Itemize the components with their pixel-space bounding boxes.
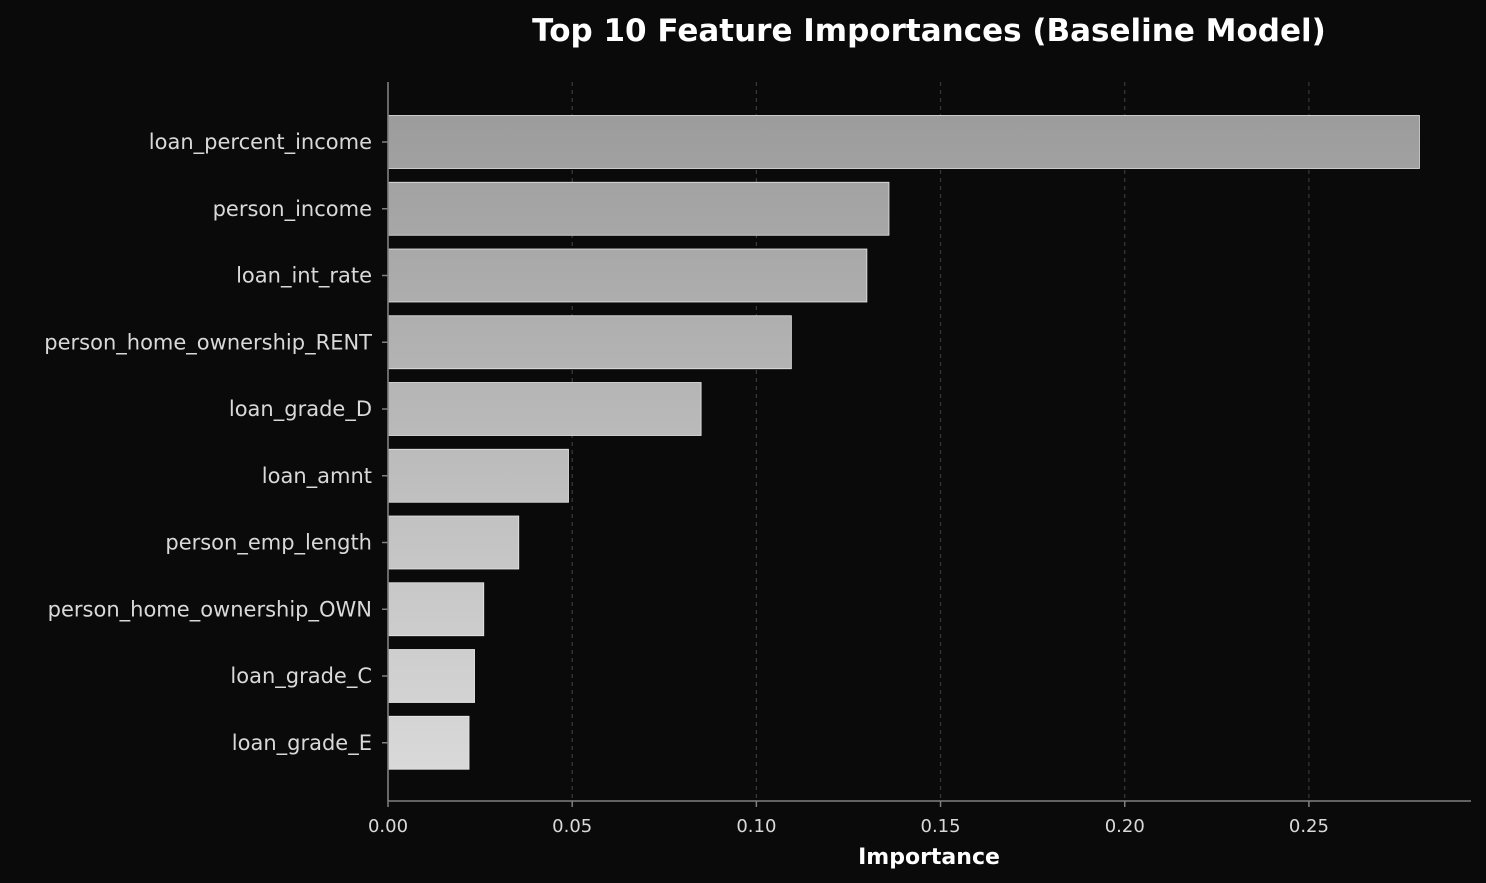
bar-loan-percent-income <box>387 115 1420 169</box>
bar-loan-grade-d <box>387 382 702 436</box>
bars-group <box>387 115 1420 770</box>
x-tick-label: 0.15 <box>921 816 961 837</box>
bar-person-emp-length <box>387 515 520 570</box>
x-tick-label: 0.20 <box>1105 816 1145 837</box>
y-tick-label: person_home_ownership_OWN <box>48 597 372 622</box>
bar-loan-grade-e <box>387 715 470 770</box>
x-tick-label: 0.05 <box>552 816 592 837</box>
x-tick-label: 0.25 <box>1289 816 1329 837</box>
y-tick-label: person_home_ownership_RENT <box>44 330 372 355</box>
bar-loan-grade-c <box>387 649 475 703</box>
bar-person-home-ownership-rent <box>387 315 792 370</box>
bar-loan-int-rate <box>387 248 868 303</box>
bar-person-home-ownership-own <box>387 582 485 637</box>
y-tick-label: loan_amnt <box>262 464 372 489</box>
x-tick-label: 0.00 <box>368 816 408 837</box>
bar-person-income <box>387 181 890 236</box>
x-axis-label: Importance <box>858 845 1000 870</box>
y-tick-label: loan_grade_C <box>230 664 372 689</box>
y-tick-label: person_emp_length <box>165 531 372 556</box>
bar-loan-amnt <box>387 448 569 503</box>
x-axis-ticks: 0.00 0.05 0.10 0.15 0.20 0.25 <box>368 801 1329 837</box>
y-tick-label: loan_percent_income <box>149 130 372 155</box>
y-tick-label: person_income <box>213 197 372 222</box>
x-tick-label: 0.10 <box>736 816 776 837</box>
axes <box>387 82 1471 802</box>
y-tick-label: loan_grade_D <box>229 397 372 422</box>
chart-title: Top 10 Feature Importances (Baseline Mod… <box>532 13 1326 49</box>
y-tick-label: loan_grade_E <box>232 731 372 756</box>
y-axis-ticks: loan_percent_income person_income loan_int… <box>44 130 388 756</box>
y-tick-label: loan_int_rate <box>236 264 372 289</box>
